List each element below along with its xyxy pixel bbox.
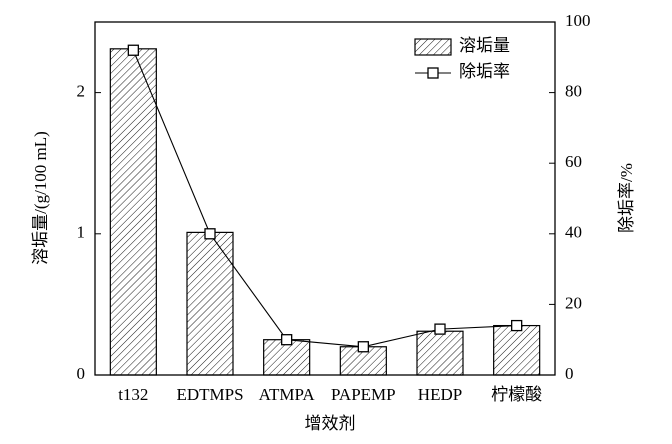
y-tick-label: 2: [77, 82, 86, 101]
x-tick-label: 柠檬酸: [491, 385, 542, 404]
y2-tick-label: 80: [565, 82, 582, 101]
marker: [204, 228, 216, 240]
x-tick-label: ATMPA: [259, 385, 316, 404]
y2-tick-label: 0: [565, 364, 574, 383]
bar: [186, 231, 234, 376]
x-tick-label: HEDP: [418, 385, 462, 404]
y-axis-label: 溶垢量/(g/100 mL): [31, 131, 50, 265]
bar: [493, 324, 541, 376]
legend-swatch: [414, 38, 452, 56]
y-tick-label: 1: [77, 223, 86, 242]
legend-label: 除垢率: [459, 62, 510, 81]
x-axis-label: 增效剂: [305, 414, 356, 433]
bar: [109, 48, 157, 376]
y2-tick-label: 40: [565, 223, 582, 242]
marker: [127, 44, 139, 56]
bar: [416, 330, 464, 376]
y2-tick-label: 100: [565, 11, 591, 30]
bar: [263, 339, 311, 376]
x-tick-label: PAPEMP: [331, 385, 396, 404]
marker: [357, 341, 369, 353]
y-tick-label: 0: [77, 364, 86, 383]
marker: [281, 334, 293, 346]
legend-marker: [427, 67, 439, 79]
marker: [434, 323, 446, 335]
x-tick-label: t132: [118, 385, 148, 404]
x-tick-label: EDTMPS: [176, 385, 243, 404]
legend-label: 溶垢量: [459, 36, 510, 55]
line: [132, 50, 517, 348]
marker: [511, 319, 523, 332]
y2-tick-label: 20: [565, 293, 582, 312]
y2-axis-label: 除垢率/%: [617, 163, 636, 233]
y2-tick-label: 60: [565, 152, 582, 171]
plot-frame: [94, 21, 556, 376]
